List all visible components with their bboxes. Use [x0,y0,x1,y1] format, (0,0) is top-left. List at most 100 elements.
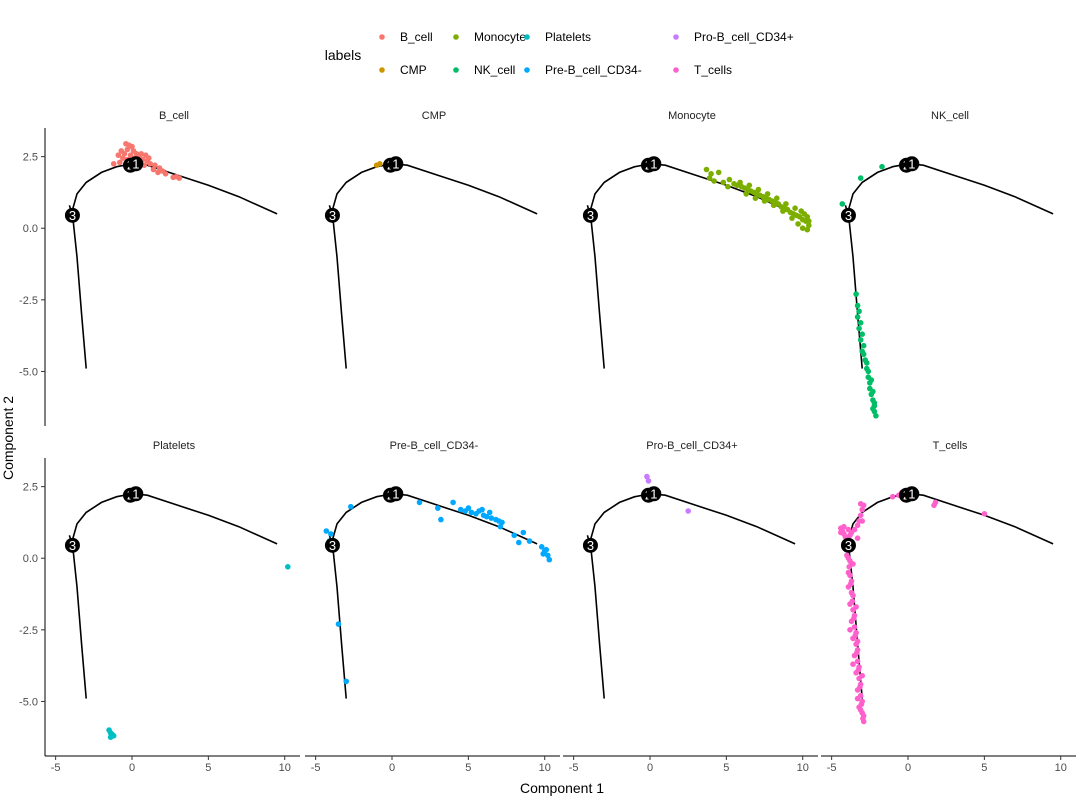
data-point [854,535,861,541]
x-tick-label: 0 [905,762,911,774]
data-point [851,624,858,630]
data-point [847,627,853,633]
legend: labels B_cell CMP Monocyte NK_cell Platelets P… [325,30,794,77]
data-point [870,388,876,395]
legend-label: NK_cell [474,63,515,77]
data-point [844,552,850,559]
trajectory-line [70,162,278,369]
data-point [847,601,853,607]
data-point [546,556,553,563]
trajectory-node [64,207,80,223]
data-point [543,546,550,553]
y-tick-label: 2.5 [23,482,38,494]
legend-title: labels [325,47,362,63]
data-point [117,159,123,166]
data-point [540,551,546,557]
data-point [854,638,861,645]
facet-title: Monocyte [668,110,716,122]
facet-title: Pro-B_cell_CD34+ [646,440,737,452]
trajectory-line [330,162,538,369]
data-point [838,529,844,536]
data-point [857,320,864,326]
x-tick-label: 5 [465,762,471,774]
trajectory-node [646,486,662,502]
data-point [860,342,867,349]
legend-label: Monocyte [474,30,526,44]
x-tick-label: 0 [129,762,135,774]
data-point [725,183,731,190]
facet-title: NK_cell [931,110,969,122]
x-tick-label: -5 [827,762,837,774]
data-point [860,718,867,725]
x-tick-label: 10 [279,762,291,774]
data-point [715,169,722,176]
facet-title: Pre-B_cell_CD34- [390,440,479,452]
data-point [743,191,749,197]
trajectory-node-label: 3 [329,208,336,223]
data-point [806,222,812,229]
data-point [845,569,852,576]
data-point [780,208,786,214]
y-axis-title: Component 2 [0,396,16,480]
data-point [538,544,545,550]
data-point [438,516,444,523]
data-point [120,155,126,161]
data-point [107,734,114,740]
data-point [328,531,334,537]
trajectory-node-label: 1 [650,486,657,501]
data-point [841,523,847,530]
data-point [868,377,875,383]
data-point [854,522,861,529]
data-point [488,515,495,521]
trajectory-node-label: 3 [845,538,852,553]
x-tick-label: -5 [51,762,61,774]
data-point [162,171,169,177]
legend-key-Monocyte [453,34,459,40]
data-point [720,179,727,186]
data-point [854,658,861,665]
data-point [706,175,713,181]
data-point [155,169,161,176]
data-point [799,225,806,231]
facet-title: B_cell [159,110,189,122]
data-point [138,151,144,157]
facet-panels: B_cell2.50.0-2.5-5.0321CMP321Monocyte321… [19,110,1076,774]
data-point [871,400,878,406]
trajectory-node [904,156,920,172]
data-point [848,578,855,584]
data-point [708,171,714,177]
trajectory-line [70,492,278,699]
trajectory-node [582,537,598,553]
trajectory-line [588,492,796,699]
facet-panel: Monocyte321 [582,110,812,369]
y-tick-label: 2.5 [23,152,38,164]
data-point [129,143,135,150]
trajectory-node [388,156,404,172]
data-point [468,509,475,516]
legend-key-Pre-B_cell_CD34- [524,67,530,73]
data-point [870,405,876,412]
data-point [457,506,464,513]
data-point [859,518,865,524]
data-point [645,478,652,484]
legend-key-B_cell [379,34,385,40]
data-point [783,201,789,207]
trajectory-line [330,492,538,699]
data-point [526,538,533,544]
data-point [854,314,861,320]
data-point [726,176,733,183]
legend-label: T_cells [694,63,732,77]
data-point [860,713,867,719]
trajectory-node [64,537,80,553]
data-point [545,552,551,559]
y-tick-label: -5.0 [19,366,38,378]
data-point [462,508,469,514]
data-point [853,604,859,610]
data-point [854,687,861,693]
data-point [335,621,342,627]
data-point [499,519,505,526]
facet-panel: Pre-B_cell_CD34--50510321 [305,440,560,774]
trajectory-node [128,156,144,172]
data-point [285,564,291,570]
data-point [770,202,777,209]
